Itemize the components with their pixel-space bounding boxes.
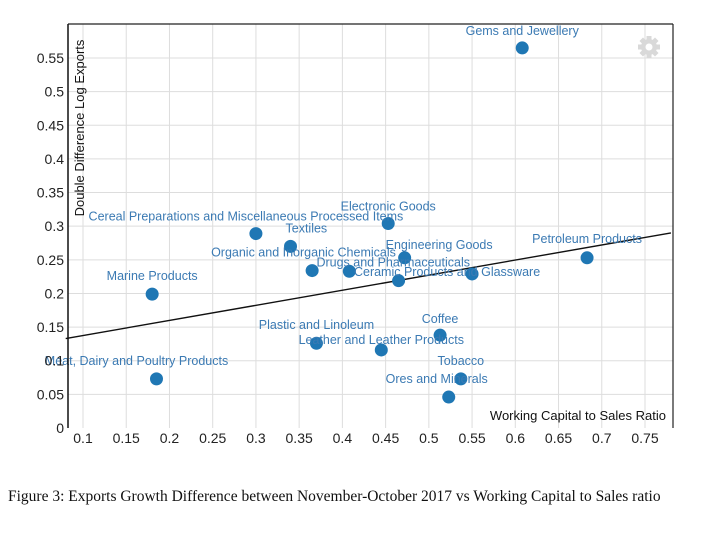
trendline bbox=[65, 232, 672, 340]
point-label: Ceramic Products and Glassware bbox=[354, 265, 540, 279]
point-label: Organic and Inorganic Chemicals bbox=[211, 246, 396, 260]
data-point bbox=[145, 287, 159, 301]
y-tick-label: 0.45 bbox=[37, 117, 64, 133]
data-point bbox=[398, 251, 412, 265]
figure-caption: Figure 3: Exports Growth Difference betw… bbox=[8, 488, 661, 505]
data-point bbox=[465, 267, 479, 281]
x-axis-label: Working Capital to Sales Ratio bbox=[490, 408, 666, 423]
point-label: Ores and Minerals bbox=[386, 372, 488, 386]
data-point bbox=[515, 41, 529, 55]
y-tick-label: 0.1 bbox=[45, 353, 65, 369]
data-point bbox=[392, 274, 406, 288]
gear-tooth bbox=[646, 36, 652, 41]
x-tick-labels: 0.1 0.15 0.2 0.25 0.3 0.35 0.4 0.45 0.5 0.55 0.6 0.… bbox=[73, 430, 659, 446]
x-tick-label: 0.15 bbox=[113, 430, 140, 446]
point-label: Petroleum Products bbox=[532, 232, 642, 246]
data-point bbox=[305, 264, 319, 278]
point-label: Plastic and Linoleum bbox=[259, 318, 374, 332]
x-tick-label: 0.3 bbox=[246, 430, 266, 446]
y-tick-label: 0.05 bbox=[37, 386, 64, 402]
data-point bbox=[454, 372, 468, 386]
x-tick-label: 0.75 bbox=[631, 430, 658, 446]
point-label: Meat, Dairy and Poultry Products bbox=[45, 354, 228, 368]
point-label: Marine Products bbox=[107, 269, 198, 283]
point-label: Drugs and Pharmaceuticals bbox=[316, 255, 470, 269]
x-tick-label: 0.1 bbox=[73, 430, 93, 446]
x-tick-label: 0.7 bbox=[592, 430, 612, 446]
data-point bbox=[309, 336, 323, 350]
y-tick-label: 0.25 bbox=[37, 252, 64, 268]
data-point bbox=[442, 390, 456, 404]
data-point bbox=[381, 216, 395, 230]
data-point bbox=[433, 328, 447, 342]
y-axis-label: Double Difference Log Exports bbox=[72, 39, 87, 216]
scatter-chart: Gems and Jewellery Cereal Preparations an… bbox=[37, 23, 674, 446]
axes bbox=[67, 23, 674, 428]
point-label: Leather and Leather Products bbox=[299, 333, 464, 347]
y-tick-label: 0.15 bbox=[37, 319, 64, 335]
y-tick-labels: 0 0.05 0.1 0.15 0.2 0.25 0.3 0.35 0.4 0.45 0.5 0.55 bbox=[37, 50, 64, 436]
x-tick-label: 0.4 bbox=[333, 430, 353, 446]
y-tick-label: 0.4 bbox=[45, 151, 65, 167]
point-label: Tobacco bbox=[438, 354, 485, 368]
trendline-group bbox=[65, 232, 672, 340]
y-tick-label: 0 bbox=[56, 420, 64, 436]
data-point bbox=[284, 239, 298, 253]
gear-hole bbox=[645, 43, 653, 51]
x-tick-label: 0.45 bbox=[372, 430, 399, 446]
point-label: Cereal Preparations and Miscellaneous Pr… bbox=[89, 210, 404, 224]
point-label: Coffee bbox=[422, 312, 459, 326]
x-tick-label: 0.65 bbox=[545, 430, 572, 446]
y-tick-label: 0.3 bbox=[45, 218, 65, 234]
data-point bbox=[342, 264, 356, 278]
y-tick-label: 0.2 bbox=[45, 285, 65, 301]
data-point bbox=[149, 372, 163, 386]
x-tick-label: 0.35 bbox=[286, 430, 313, 446]
x-tick-label: 0.55 bbox=[458, 430, 485, 446]
y-tick-label: 0.35 bbox=[37, 185, 64, 201]
y-tick-label: 0.55 bbox=[37, 50, 64, 66]
x-tick-label: 0.25 bbox=[199, 430, 226, 446]
point-labels-group: Gems and Jewellery Cereal Preparations an… bbox=[45, 24, 642, 386]
gear-tooth bbox=[646, 53, 652, 58]
grid bbox=[68, 24, 673, 428]
gear-icon[interactable] bbox=[638, 36, 660, 58]
point-label: Textiles bbox=[286, 221, 328, 235]
data-point bbox=[374, 343, 388, 357]
point-label: Gems and Jewellery bbox=[466, 24, 580, 38]
data-point bbox=[580, 251, 594, 265]
x-tick-label: 0.5 bbox=[419, 430, 439, 446]
point-label: Electronic Goods bbox=[341, 199, 436, 213]
x-tick-label: 0.6 bbox=[506, 430, 526, 446]
y-tick-label: 0.5 bbox=[45, 84, 65, 100]
x-tick-label: 0.2 bbox=[160, 430, 180, 446]
points-group bbox=[145, 41, 594, 404]
point-label: Engineering Goods bbox=[386, 238, 493, 252]
data-point bbox=[249, 227, 263, 241]
